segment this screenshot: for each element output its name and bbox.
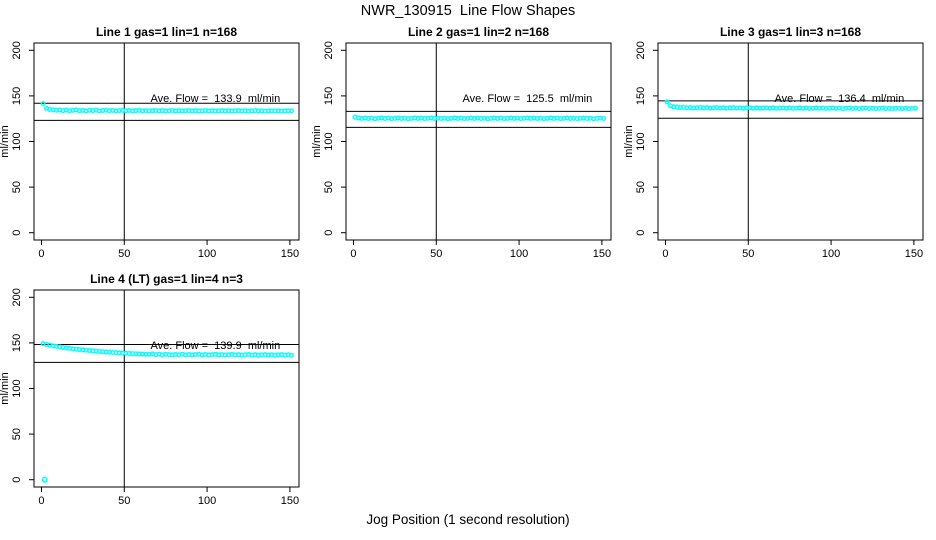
y-tick-label: 0 <box>635 230 647 236</box>
y-tick-label: 100 <box>11 379 23 397</box>
panel-line-4-title: Line 4 (LT) gas=1 lin=4 n=3 <box>90 272 243 286</box>
y-tick-label: 50 <box>635 181 647 193</box>
x-tick-label: 100 <box>822 248 840 260</box>
plot-box <box>33 42 300 241</box>
y-tick-label: 100 <box>323 132 335 150</box>
x-tick-label: 50 <box>430 248 442 260</box>
data-point <box>601 116 607 122</box>
ave-flow-label: Ave. Flow = 139.9 ml/min <box>151 340 281 352</box>
x-tick-label: 50 <box>118 248 130 260</box>
x-tick-label: 150 <box>281 495 299 507</box>
ave-flow-label: Ave. Flow = 133.9 ml/min <box>151 93 281 105</box>
x-tick-label: 50 <box>742 248 754 260</box>
y-tick-label: 200 <box>11 41 23 59</box>
y-tick-label: 50 <box>11 428 23 440</box>
y-tick-label: 150 <box>635 87 647 105</box>
x-tick-label: 100 <box>510 248 528 260</box>
data-point <box>289 108 295 114</box>
ave-flow-label: Ave. Flow = 125.5 ml/min <box>463 93 593 105</box>
panel-line-1-plot: 0 50 100 150 200 0 50 100 150 ml/min Ave. Flow = 1… <box>0 41 300 260</box>
x-tick-label: 100 <box>198 248 216 260</box>
panel-line-2: 0 50 100 150 200 0 50 100 150 ml/min Ave. Flow = 1… <box>312 23 624 270</box>
y-tick-label: 0 <box>323 230 335 236</box>
panel-line-3: 0 50 100 150 200 0 50 100 150 ml/min Ave. Flow = 1… <box>624 23 936 270</box>
data-point <box>40 101 46 107</box>
data-point <box>289 352 295 358</box>
y-tick-label: 50 <box>323 181 335 193</box>
figure-title: NWR_130915 Line Flow Shapes <box>360 3 576 19</box>
x-tick-label: 0 <box>38 495 44 507</box>
x-tick-label: 150 <box>905 248 923 260</box>
panel-line-3-title: Line 3 gas=1 lin=3 n=168 <box>719 25 862 39</box>
y-tick-label: 150 <box>11 87 23 105</box>
plot-box <box>33 289 300 488</box>
panel-line-4-plot: 0 50 100 150 200 0 50 100 150 ml/min Ave. Flow = 1… <box>0 288 300 507</box>
y-tick-label: 200 <box>11 288 23 306</box>
x-tick-label: 100 <box>198 495 216 507</box>
plot-box <box>657 42 924 241</box>
panel-line-2-plot: 0 50 100 150 200 0 50 100 150 ml/min Ave. Flow = 1… <box>312 41 612 260</box>
plot-box <box>345 42 612 241</box>
x-tick-label: 0 <box>350 248 356 260</box>
y-tick-label: 150 <box>323 87 335 105</box>
y-tick-label: 0 <box>11 477 23 483</box>
x-tick-label: 50 <box>118 495 130 507</box>
x-tick-label: 150 <box>593 248 611 260</box>
x-tick-label: 150 <box>281 248 299 260</box>
data-point-outlier <box>41 476 48 483</box>
y-axis-title: ml/min <box>0 372 11 404</box>
y-axis-title: ml/min <box>312 125 323 157</box>
panel-line-1: 0 50 100 150 200 0 50 100 150 ml/min Ave. Flow = 1… <box>0 23 312 270</box>
x-tick-label: 0 <box>38 248 44 260</box>
y-tick-label: 0 <box>11 230 23 236</box>
y-axis-title: ml/min <box>0 125 11 157</box>
y-tick-label: 50 <box>11 181 23 193</box>
panel-line-2-title: Line 2 gas=1 lin=2 n=168 <box>407 25 550 39</box>
y-axis-title: ml/min <box>624 125 635 157</box>
ave-flow-label: Ave. Flow = 136.4 ml/min <box>775 93 905 105</box>
y-tick-label: 200 <box>323 41 335 59</box>
data-point <box>913 105 919 111</box>
data-point <box>664 99 670 105</box>
y-tick-label: 150 <box>11 334 23 352</box>
x-axis-label: Jog Position (1 second resolution) <box>366 512 570 527</box>
x-tick-label: 0 <box>662 248 668 260</box>
panel-line-4: 0 50 100 150 200 0 50 100 150 ml/min Ave. Flow = 1… <box>0 270 312 517</box>
panel-line-3-plot: 0 50 100 150 200 0 50 100 150 ml/min Ave. Flow = 1… <box>624 41 924 260</box>
y-tick-label: 100 <box>11 132 23 150</box>
y-tick-label: 200 <box>635 41 647 59</box>
panel-line-1-title: Line 1 gas=1 lin=1 n=168 <box>95 25 238 39</box>
y-tick-label: 100 <box>635 132 647 150</box>
